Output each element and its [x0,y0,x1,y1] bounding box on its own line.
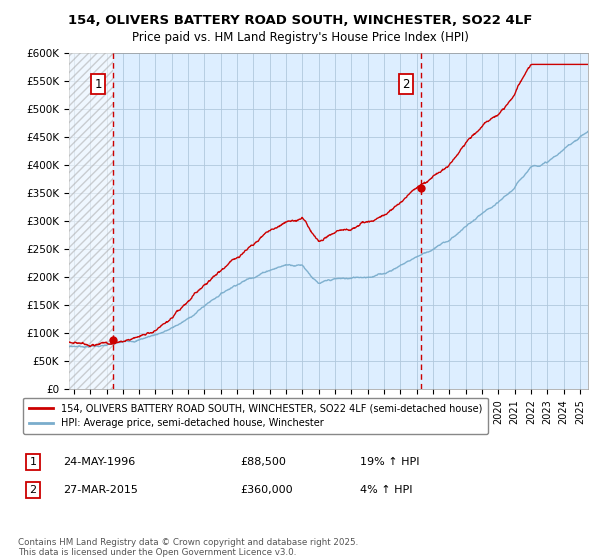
Bar [69,53,113,389]
Text: 154, OLIVERS BATTERY ROAD SOUTH, WINCHESTER, SO22 4LF: 154, OLIVERS BATTERY ROAD SOUTH, WINCHES… [68,14,532,27]
Text: £360,000: £360,000 [240,485,293,495]
Text: £88,500: £88,500 [240,457,286,467]
Text: 1: 1 [94,77,102,91]
Text: 1: 1 [29,457,37,467]
Text: 19% ↑ HPI: 19% ↑ HPI [360,457,419,467]
Text: Contains HM Land Registry data © Crown copyright and database right 2025.
This d: Contains HM Land Registry data © Crown c… [18,538,358,557]
Text: Price paid vs. HM Land Registry's House Price Index (HPI): Price paid vs. HM Land Registry's House … [131,31,469,44]
Text: 27-MAR-2015: 27-MAR-2015 [63,485,138,495]
Text: 24-MAY-1996: 24-MAY-1996 [63,457,135,467]
Legend: 154, OLIVERS BATTERY ROAD SOUTH, WINCHESTER, SO22 4LF (semi-detached house), HPI: 154, OLIVERS BATTERY ROAD SOUTH, WINCHES… [23,398,488,434]
Text: 2: 2 [29,485,37,495]
Text: 4% ↑ HPI: 4% ↑ HPI [360,485,413,495]
Text: 2: 2 [402,77,410,91]
